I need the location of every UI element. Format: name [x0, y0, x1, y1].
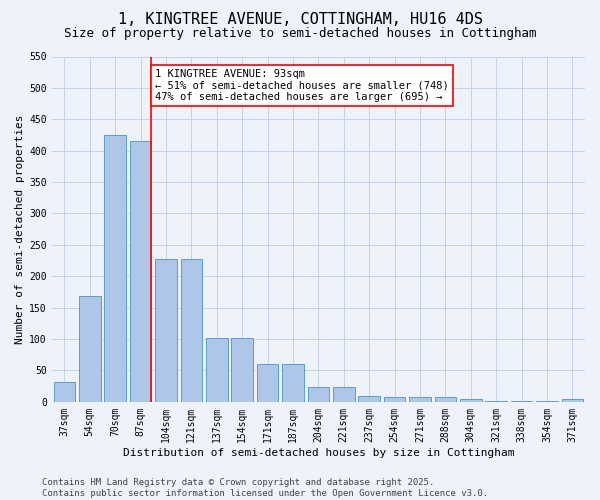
Bar — [181, 258, 202, 402]
Bar — [460, 400, 482, 402]
Bar — [155, 258, 177, 402]
Bar — [79, 296, 101, 402]
Text: 1 KINGTREE AVENUE: 93sqm
← 51% of semi-detached houses are smaller (748)
47% of : 1 KINGTREE AVENUE: 93sqm ← 51% of semi-d… — [155, 69, 449, 102]
Bar — [409, 397, 431, 402]
Bar — [282, 364, 304, 402]
Bar — [308, 388, 329, 402]
Bar — [485, 400, 507, 402]
Bar — [536, 401, 557, 402]
Bar — [53, 382, 75, 402]
Text: Size of property relative to semi-detached houses in Cottingham: Size of property relative to semi-detach… — [64, 28, 536, 40]
Bar — [562, 400, 583, 402]
Text: Contains HM Land Registry data © Crown copyright and database right 2025.
Contai: Contains HM Land Registry data © Crown c… — [42, 478, 488, 498]
Bar — [333, 388, 355, 402]
Bar — [206, 338, 227, 402]
Text: 1, KINGTREE AVENUE, COTTINGHAM, HU16 4DS: 1, KINGTREE AVENUE, COTTINGHAM, HU16 4DS — [118, 12, 482, 28]
Bar — [232, 338, 253, 402]
Bar — [358, 396, 380, 402]
Y-axis label: Number of semi-detached properties: Number of semi-detached properties — [15, 114, 25, 344]
Bar — [130, 142, 151, 402]
Bar — [104, 135, 126, 402]
Bar — [384, 397, 406, 402]
Bar — [257, 364, 278, 402]
Bar — [511, 400, 532, 402]
Bar — [434, 398, 456, 402]
X-axis label: Distribution of semi-detached houses by size in Cottingham: Distribution of semi-detached houses by … — [122, 448, 514, 458]
